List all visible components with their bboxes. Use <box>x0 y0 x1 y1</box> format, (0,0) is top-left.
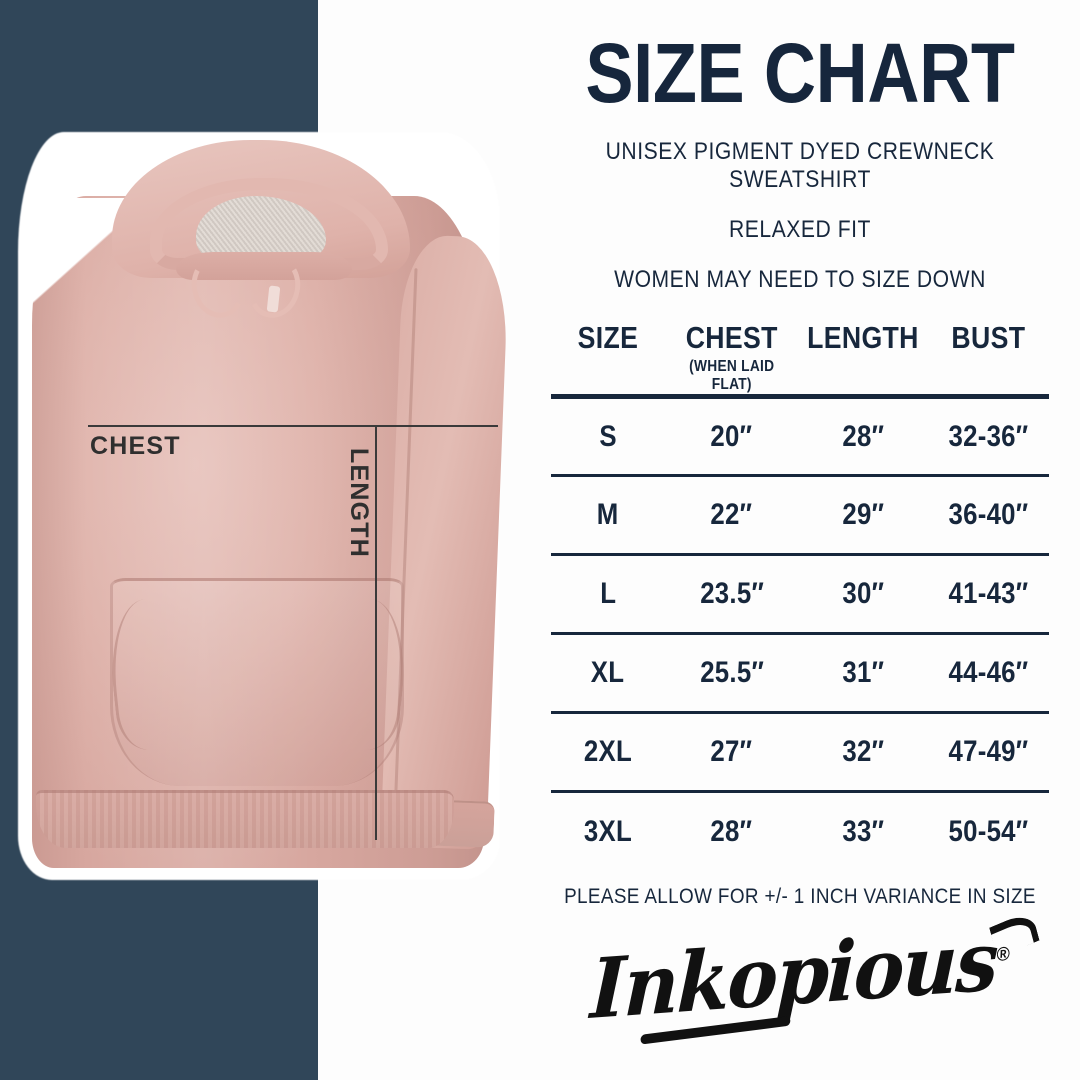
size-chart-panel: SIZE CHART UNISEX PIGMENT DYED CREWNECK … <box>520 0 1080 1080</box>
column-header-bust-label: BUST <box>951 320 1026 356</box>
brand-logo: Inkopious® <box>520 910 1080 1045</box>
table-row: S 20″ 28″ 32-36″ <box>551 397 1049 476</box>
column-header-chest-note: (WHEN LAID FLAT) <box>689 358 775 394</box>
subtitle-fit: RELAXED FIT <box>729 216 871 244</box>
cell-length: 28″ <box>842 419 885 453</box>
column-header-size-label: SIZE <box>577 320 639 356</box>
table-header: SIZE CHEST (WHEN LAID FLAT) LENGTH BUST <box>551 320 1049 397</box>
chest-measurement-label: CHEST <box>90 432 181 460</box>
table-row: 2XL 27″ 32″ 47-49″ <box>551 713 1049 792</box>
subtitle-product: UNISEX PIGMENT DYED CREWNECK SWEATSHIRT <box>605 138 995 194</box>
cell-size: 2XL <box>583 735 632 769</box>
column-header-length: LENGTH <box>798 320 928 397</box>
cell-bust: 32-36″ <box>948 419 1029 453</box>
cell-chest: 20″ <box>710 419 753 453</box>
table-row: XL 25.5″ 31″ 44-46″ <box>551 634 1049 713</box>
brand-name-text: Inkopious <box>588 912 999 1038</box>
cell-chest: 22″ <box>710 498 753 532</box>
cell-bust: 44-46″ <box>948 656 1029 690</box>
cell-bust: 41-43″ <box>948 577 1029 611</box>
length-measurement-line <box>375 425 377 840</box>
cell-chest: 28″ <box>710 815 753 849</box>
brand-wordmark: Inkopious® <box>588 910 1040 1045</box>
cell-bust: 47-49″ <box>948 735 1029 769</box>
cell-size: L <box>599 577 616 611</box>
cell-size: 3XL <box>583 815 632 849</box>
table-header-row: SIZE CHEST (WHEN LAID FLAT) LENGTH BUST <box>551 320 1049 397</box>
cell-size: M <box>597 498 619 532</box>
cell-chest: 27″ <box>710 735 753 769</box>
cell-length: 32″ <box>842 735 885 769</box>
cell-bust: 36-40″ <box>948 498 1029 532</box>
chest-measurement-line <box>88 425 498 427</box>
page-title: SIZE CHART <box>585 26 1015 120</box>
column-header-chest-label: CHEST <box>685 320 778 356</box>
cell-size: XL <box>591 656 625 690</box>
cell-length: 31″ <box>842 656 885 690</box>
hoodie-ribbed-hem <box>36 790 454 848</box>
hoodie-kangaroo-pocket <box>110 578 404 786</box>
measurements-table: SIZE CHEST (WHEN LAID FLAT) LENGTH BUST <box>551 320 1049 871</box>
cell-chest: 23.5″ <box>699 577 764 611</box>
column-header-bust: BUST <box>928 320 1049 397</box>
length-measurement-label: LENGTH <box>345 448 373 558</box>
cell-length: 30″ <box>842 577 885 611</box>
column-header-size: SIZE <box>551 320 665 397</box>
variance-footnote: PLEASE ALLOW FOR +/- 1 INCH VARIANCE IN … <box>564 884 1036 908</box>
cell-length: 33″ <box>842 815 885 849</box>
column-header-length-label: LENGTH <box>807 320 920 356</box>
table-body: S 20″ 28″ 32-36″ M 22″ 29″ 36-40″ L 23.5… <box>551 397 1049 871</box>
cell-size: S <box>599 419 617 453</box>
table-row: M 22″ 29″ 36-40″ <box>551 476 1049 555</box>
table-row: L 23.5″ 30″ 41-43″ <box>551 555 1049 634</box>
table-row: 3XL 28″ 33″ 50-54″ <box>551 792 1049 871</box>
cell-length: 29″ <box>842 498 885 532</box>
column-header-chest: CHEST (WHEN LAID FLAT) <box>665 320 799 397</box>
cell-chest: 25.5″ <box>699 656 764 690</box>
subtitle-sizing-advice: WOMEN MAY NEED TO SIZE DOWN <box>614 266 986 294</box>
cell-bust: 50-54″ <box>948 815 1029 849</box>
product-photo: CHEST LENGTH <box>0 0 520 1080</box>
hoodie-neckband <box>176 252 352 280</box>
